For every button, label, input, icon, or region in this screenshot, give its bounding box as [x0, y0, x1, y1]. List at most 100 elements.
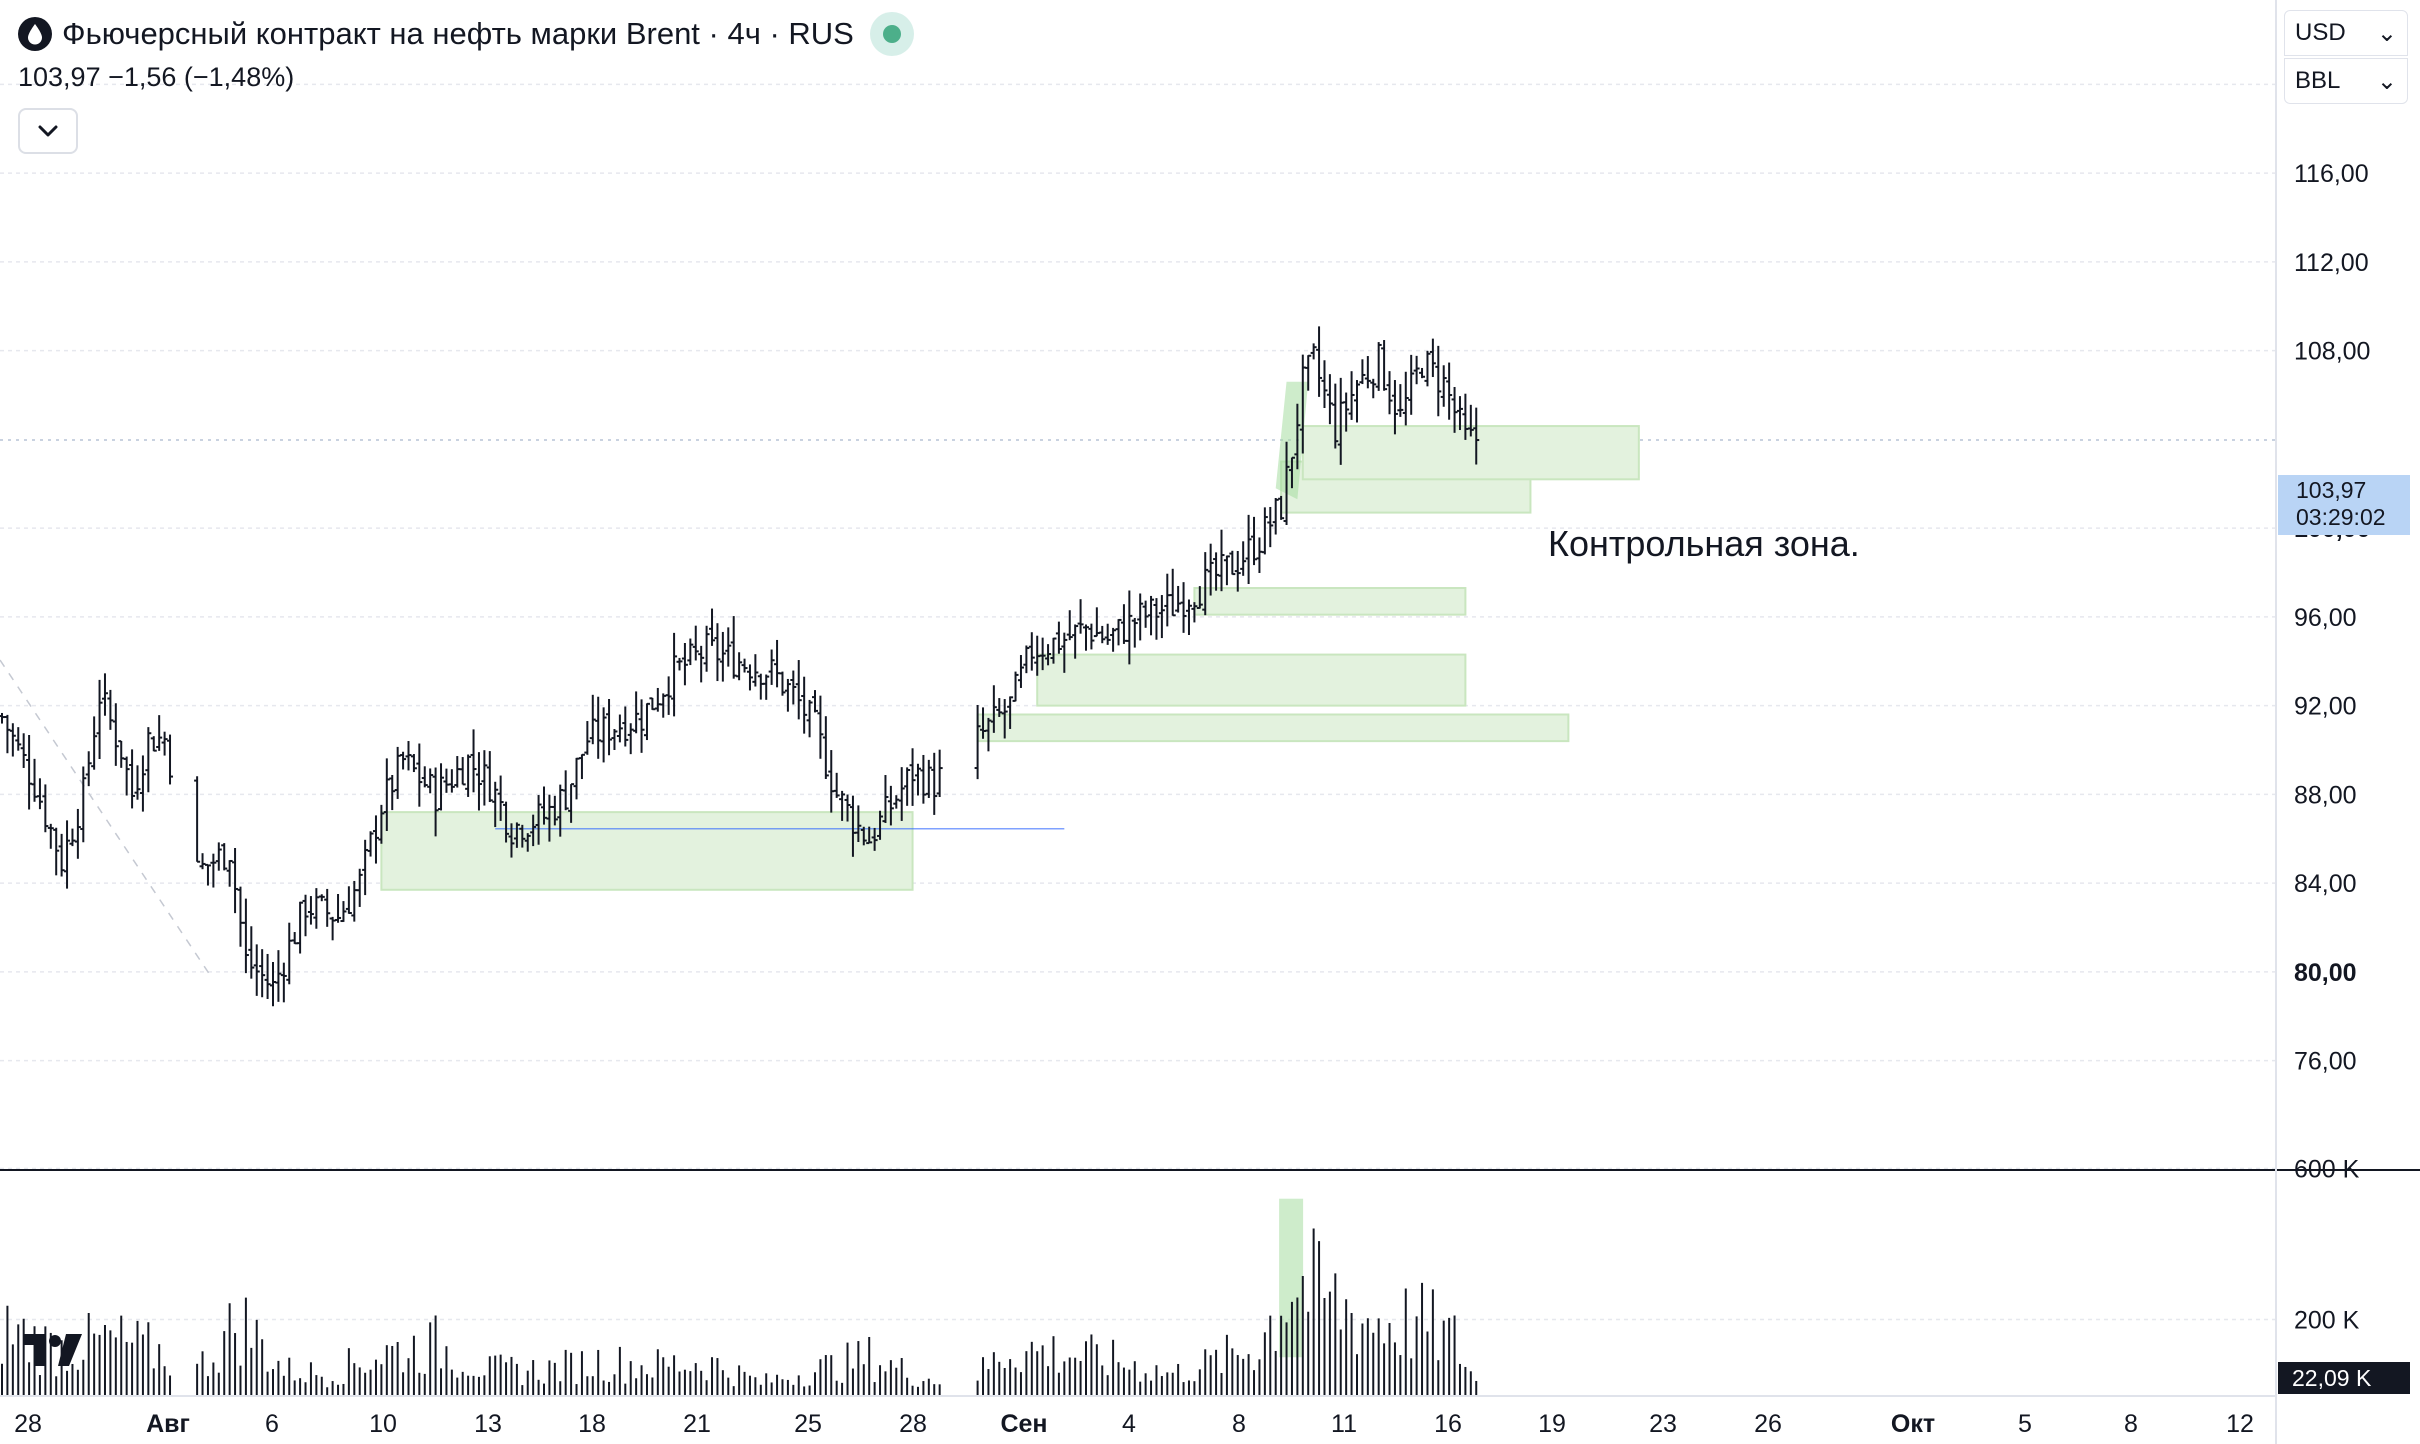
- ohlc-bar: [893, 795, 900, 809]
- ohlc-bar: [855, 805, 862, 843]
- control-zone-annotation[interactable]: Контрольная зона.: [1548, 523, 1860, 564]
- ohlc-bar: [1467, 404, 1474, 437]
- ohlc-bar: [318, 894, 325, 902]
- ohlc-bar: [877, 810, 884, 840]
- ohlc-bar: [286, 922, 293, 985]
- ohlc-bar: [1440, 365, 1447, 407]
- ohlc-bar: [573, 757, 580, 800]
- ohlc-bar: [1429, 338, 1436, 378]
- ohlc-bar: [123, 756, 130, 796]
- ohlc-bar: [698, 645, 705, 683]
- ohlc-bar: [736, 652, 743, 681]
- ohlc-bar: [20, 733, 27, 768]
- ohlc-bar: [1137, 593, 1144, 641]
- ohlc-bar: [703, 625, 710, 672]
- ohlc-bar: [1364, 356, 1371, 389]
- ohlc-bar: [64, 820, 71, 889]
- ohlc-bar: [1424, 350, 1431, 387]
- ohlc-bar: [936, 749, 943, 797]
- volume-tick-label: 200 K: [2294, 1307, 2360, 1335]
- price-tick-label: 76,00: [2294, 1048, 2357, 1076]
- ohlc-bar: [1413, 355, 1420, 385]
- ohlc-bar: [1180, 582, 1187, 633]
- live-status-dot-icon: [869, 12, 914, 56]
- ohlc-bar: [1288, 456, 1295, 489]
- ohlc-bar: [730, 616, 737, 679]
- time-tick-label: 10: [369, 1410, 397, 1438]
- volume-bars: [1, 1228, 1478, 1395]
- ohlc-bar: [1240, 541, 1247, 576]
- ohlc-bar: [9, 723, 16, 757]
- ohlc-bar: [1272, 498, 1279, 535]
- ohlc-bar: [1321, 360, 1328, 408]
- ohlc-bar: [909, 748, 916, 806]
- ohlc-bar: [1017, 655, 1024, 688]
- time-tick-label: 5: [2018, 1410, 2032, 1438]
- ohlc-bar: [335, 893, 342, 923]
- unit-selector[interactable]: BBL ⌄: [2284, 58, 2408, 104]
- ohlc-bar: [237, 886, 244, 947]
- collapse-legend-button[interactable]: [18, 108, 78, 154]
- ohlc-bar: [443, 768, 450, 793]
- zone-rect: [1193, 587, 1467, 616]
- last-price-value: 103,97: [2296, 477, 2367, 503]
- ohlc-bar: [85, 751, 92, 787]
- ohlc-bar: [1370, 378, 1377, 399]
- ohlc-bar: [199, 853, 206, 870]
- ohlc-bar: [210, 853, 217, 888]
- ohlc-bar: [107, 689, 114, 730]
- ohlc-bar: [194, 776, 201, 863]
- time-tick-label: 21: [683, 1410, 711, 1438]
- ohlc-bar: [611, 729, 618, 750]
- ohlc-bar: [600, 707, 607, 763]
- ohlc-bar: [1456, 396, 1463, 431]
- symbol-header[interactable]: Фьючерсный контракт на нефть марки Brent…: [18, 12, 914, 56]
- ohlc-bar: [790, 670, 797, 705]
- ohlc-bar: [990, 685, 997, 733]
- tradingview-logo-icon[interactable]: [22, 1332, 84, 1368]
- chevron-down-icon: ⌄: [2376, 67, 2397, 95]
- ohlc-bar: [134, 765, 141, 800]
- ohlc-bar: [654, 687, 661, 712]
- ohlc-bar: [801, 676, 808, 734]
- ohlc-bar: [15, 727, 22, 751]
- time-tick-label: 28: [14, 1410, 42, 1438]
- ohlc-bar: [1158, 595, 1165, 639]
- ohlc-bar: [1375, 342, 1382, 391]
- ohlc-bar: [578, 753, 585, 780]
- ohlc-bar: [828, 750, 835, 813]
- ohlc-bar: [1061, 632, 1068, 673]
- unit-value: BBL: [2295, 67, 2341, 94]
- ohlc-bar: [589, 694, 596, 745]
- ohlc-bar: [345, 886, 352, 914]
- ohlc-bar: [1419, 367, 1426, 379]
- ohlc-bar: [1435, 345, 1442, 417]
- ohlc-bar: [1223, 555, 1230, 586]
- ohlc-bar: [129, 749, 136, 809]
- time-tick-label: 19: [1538, 1410, 1566, 1438]
- ohlc-bar: [1072, 624, 1079, 659]
- ohlc-bar: [709, 608, 716, 646]
- ohlc-bar: [1007, 696, 1014, 729]
- ohlc-bar: [568, 783, 575, 823]
- ohlc-bar: [297, 901, 304, 954]
- price-tick-label: 116,00: [2294, 160, 2369, 188]
- currency-selector[interactable]: USD ⌄: [2284, 10, 2408, 56]
- price-axis[interactable]: 120,00116,00112,00108,00100,0096,0092,00…: [2294, 71, 2370, 1334]
- ohlc-bar: [372, 815, 379, 864]
- time-tick-label: 28: [899, 1410, 927, 1438]
- ohlc-bar: [622, 706, 629, 747]
- time-axis[interactable]: 28 Авг 6 10 13 18 21 25 28 Сен 4 8 11 16 19 23 26 Окт 5 8 12: [14, 1410, 2254, 1438]
- ohlc-bar: [887, 785, 894, 826]
- ohlc-bar: [1294, 403, 1301, 470]
- time-tick-label: 13: [474, 1410, 502, 1438]
- ohlc-bar: [1185, 599, 1192, 635]
- ohlc-bar: [307, 896, 314, 925]
- ohlc-bar: [242, 898, 249, 974]
- ohlc-bar: [302, 894, 309, 937]
- ohlc-bar: [362, 839, 369, 896]
- ohlc-bar: [719, 631, 726, 682]
- ohlc-bar: [329, 916, 336, 941]
- ohlc-bar: [692, 625, 699, 661]
